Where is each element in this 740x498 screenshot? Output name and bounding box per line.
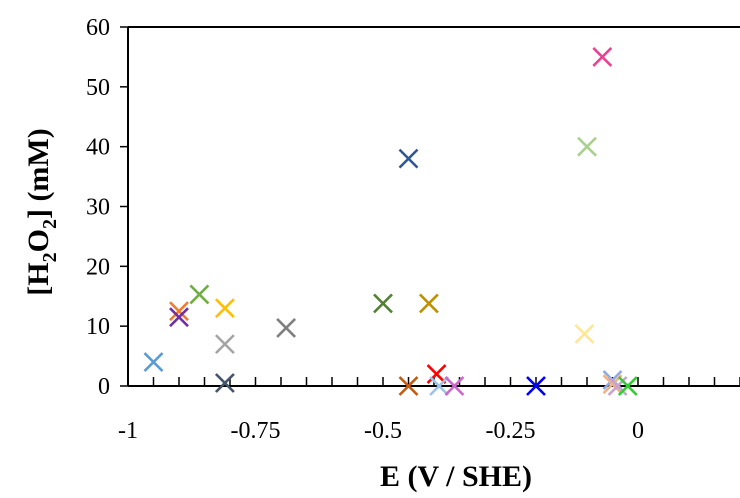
data-point (426, 364, 447, 384)
y-tick-label: 50 (86, 75, 110, 101)
data-point (214, 298, 235, 319)
y-axis-title-sub2: 2 (39, 219, 61, 229)
data-point-stroke (444, 376, 465, 396)
data-point (577, 136, 597, 157)
data-point-stroke (429, 376, 450, 396)
data-point (143, 352, 164, 372)
data-point (169, 301, 189, 322)
data-point (189, 284, 210, 305)
data-point-stroke (373, 293, 393, 314)
data-point-stroke (214, 298, 235, 319)
data-point-stroke (418, 293, 439, 314)
data-point-stroke (143, 352, 164, 372)
x-tick-label: -0.25 (486, 418, 536, 444)
y-tick-label: 30 (86, 195, 110, 221)
data-point (526, 376, 546, 396)
data-points (143, 46, 638, 396)
y-axis-ticks: 0 10 20 30 40 50 60 (86, 15, 128, 400)
y-axis-title-mid: O (22, 229, 55, 252)
y-axis-title-sub1: 2 (39, 252, 61, 262)
data-point (214, 334, 235, 355)
x-axis-ticks: -1 -0.75 -0.5 -0.25 0 (118, 377, 740, 444)
data-point-stroke (574, 324, 595, 344)
data-point-stroke (577, 136, 597, 157)
data-point-stroke (426, 364, 447, 384)
data-point-stroke (214, 373, 235, 393)
data-point (592, 46, 613, 67)
x-axis-title: E (V / SHE) (380, 460, 532, 493)
data-point-stroke (189, 284, 210, 305)
data-point (429, 376, 450, 396)
data-point-stroke (169, 307, 189, 328)
data-point (574, 324, 595, 344)
data-point (214, 373, 235, 393)
data-point-stroke (592, 46, 613, 67)
plot-area (127, 26, 740, 387)
x-tick-label: 0 (632, 418, 644, 444)
data-point (398, 148, 419, 169)
data-point (169, 307, 189, 328)
y-axis-title-open: [H (22, 262, 55, 295)
data-point-stroke (276, 318, 297, 338)
y-axis-title: [H2O2] (mM) (22, 128, 61, 295)
data-point-stroke (398, 148, 419, 169)
data-point-stroke (526, 376, 546, 396)
data-point (617, 376, 638, 396)
data-point (444, 376, 465, 396)
data-point (373, 293, 393, 314)
y-tick-label: 60 (86, 15, 110, 41)
y-tick-label: 20 (86, 254, 110, 280)
data-point (418, 293, 439, 314)
y-tick-label: 0 (98, 374, 110, 400)
data-point-stroke (617, 376, 638, 396)
data-point-stroke (169, 301, 189, 322)
y-tick-label: 10 (86, 314, 110, 340)
x-tick-label: -1 (118, 418, 138, 444)
data-point-stroke (398, 376, 419, 396)
y-tick-label: 40 (86, 135, 110, 161)
y-axis-title-close: ] (mM) (22, 128, 55, 219)
data-point (276, 318, 297, 338)
x-tick-label: -0.75 (231, 418, 281, 444)
data-point-stroke (214, 334, 235, 355)
x-tick-label: -0.5 (364, 418, 402, 444)
data-point (398, 376, 419, 396)
